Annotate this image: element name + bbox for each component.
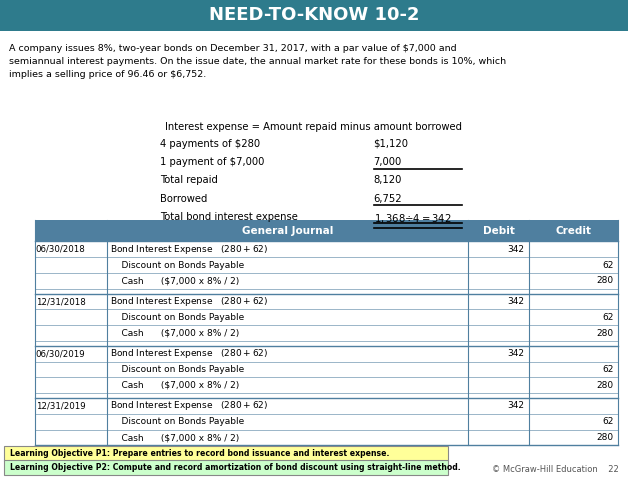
Text: Debit: Debit	[482, 226, 514, 236]
Text: A company issues 8%, two-year bonds on December 31, 2017, with a par value of $7: A company issues 8%, two-year bonds on D…	[10, 44, 507, 79]
FancyBboxPatch shape	[34, 362, 618, 377]
Text: 280: 280	[597, 276, 614, 285]
FancyBboxPatch shape	[34, 220, 618, 241]
Text: 62: 62	[602, 365, 614, 374]
Text: 12/31/2018: 12/31/2018	[36, 297, 85, 306]
Text: 12/31/2019: 12/31/2019	[36, 401, 85, 411]
Text: 342: 342	[507, 401, 524, 411]
Text: 8,120: 8,120	[374, 175, 402, 185]
FancyBboxPatch shape	[34, 309, 618, 325]
Text: Bond Interest Expense   ($280 + $62): Bond Interest Expense ($280 + $62)	[110, 347, 269, 360]
FancyBboxPatch shape	[4, 446, 448, 461]
Text: NEED-TO-KNOW 10-2: NEED-TO-KNOW 10-2	[209, 6, 419, 24]
FancyBboxPatch shape	[34, 346, 618, 362]
Text: Interest expense = Amount repaid minus amount borrowed: Interest expense = Amount repaid minus a…	[165, 122, 463, 132]
Text: Discount on Bonds Payable: Discount on Bonds Payable	[110, 261, 244, 270]
FancyBboxPatch shape	[0, 0, 628, 31]
Text: 342: 342	[507, 349, 524, 358]
Text: Bond Interest Expense   ($280 + $62): Bond Interest Expense ($280 + $62)	[110, 295, 269, 308]
Text: 280: 280	[597, 329, 614, 338]
Text: 62: 62	[602, 417, 614, 426]
Text: Total repaid: Total repaid	[160, 175, 218, 185]
FancyBboxPatch shape	[34, 430, 618, 445]
Text: Bond Interest Expense   ($280 + $62): Bond Interest Expense ($280 + $62)	[110, 399, 269, 412]
Text: $1,368 ÷ 4 = $342: $1,368 ÷ 4 = $342	[374, 212, 451, 225]
Text: Cash      ($7,000 x 8% / 2): Cash ($7,000 x 8% / 2)	[110, 276, 239, 285]
Text: Discount on Bonds Payable: Discount on Bonds Payable	[110, 417, 244, 426]
Text: 62: 62	[602, 261, 614, 270]
Text: 06/30/2019: 06/30/2019	[36, 349, 85, 358]
Text: Discount on Bonds Payable: Discount on Bonds Payable	[110, 365, 244, 374]
FancyBboxPatch shape	[34, 377, 618, 393]
FancyBboxPatch shape	[34, 398, 618, 414]
Text: 06/30/2018: 06/30/2018	[36, 245, 85, 254]
FancyBboxPatch shape	[34, 414, 618, 430]
Text: 342: 342	[507, 297, 524, 306]
Text: Discount on Bonds Payable: Discount on Bonds Payable	[110, 313, 244, 322]
Text: © McGraw-Hill Education    22: © McGraw-Hill Education 22	[492, 465, 618, 474]
Text: 4 payments of $280: 4 payments of $280	[160, 139, 260, 149]
FancyBboxPatch shape	[34, 241, 618, 257]
FancyBboxPatch shape	[34, 257, 618, 273]
FancyBboxPatch shape	[4, 460, 448, 475]
Text: Learning Objective P1: Prepare entries to record bond issuance and interest expe: Learning Objective P1: Prepare entries t…	[10, 449, 390, 458]
Text: 342: 342	[507, 245, 524, 254]
FancyBboxPatch shape	[34, 325, 618, 341]
Text: Bond Interest Expense   ($280 + $62): Bond Interest Expense ($280 + $62)	[110, 243, 269, 256]
Text: 7,000: 7,000	[374, 157, 402, 167]
Text: Cash      ($7,000 x 8% / 2): Cash ($7,000 x 8% / 2)	[110, 381, 239, 390]
Text: Borrowed: Borrowed	[160, 194, 207, 204]
Text: 1 payment of $7,000: 1 payment of $7,000	[160, 157, 265, 167]
Text: $1,120: $1,120	[374, 139, 408, 149]
Text: Learning Objective P2: Compute and record amortization of bond discount using st: Learning Objective P2: Compute and recor…	[10, 463, 461, 472]
Text: Total bond interest expense: Total bond interest expense	[160, 212, 298, 222]
FancyBboxPatch shape	[34, 273, 618, 289]
FancyBboxPatch shape	[34, 294, 618, 309]
Text: 62: 62	[602, 313, 614, 322]
Text: 280: 280	[597, 381, 614, 390]
Text: General Journal: General Journal	[242, 226, 333, 236]
Text: Cash      ($7,000 x 8% / 2): Cash ($7,000 x 8% / 2)	[110, 329, 239, 338]
Text: 6,752: 6,752	[374, 194, 402, 204]
Text: 280: 280	[597, 433, 614, 442]
Text: Credit: Credit	[556, 226, 592, 236]
Text: Cash      ($7,000 x 8% / 2): Cash ($7,000 x 8% / 2)	[110, 433, 239, 442]
